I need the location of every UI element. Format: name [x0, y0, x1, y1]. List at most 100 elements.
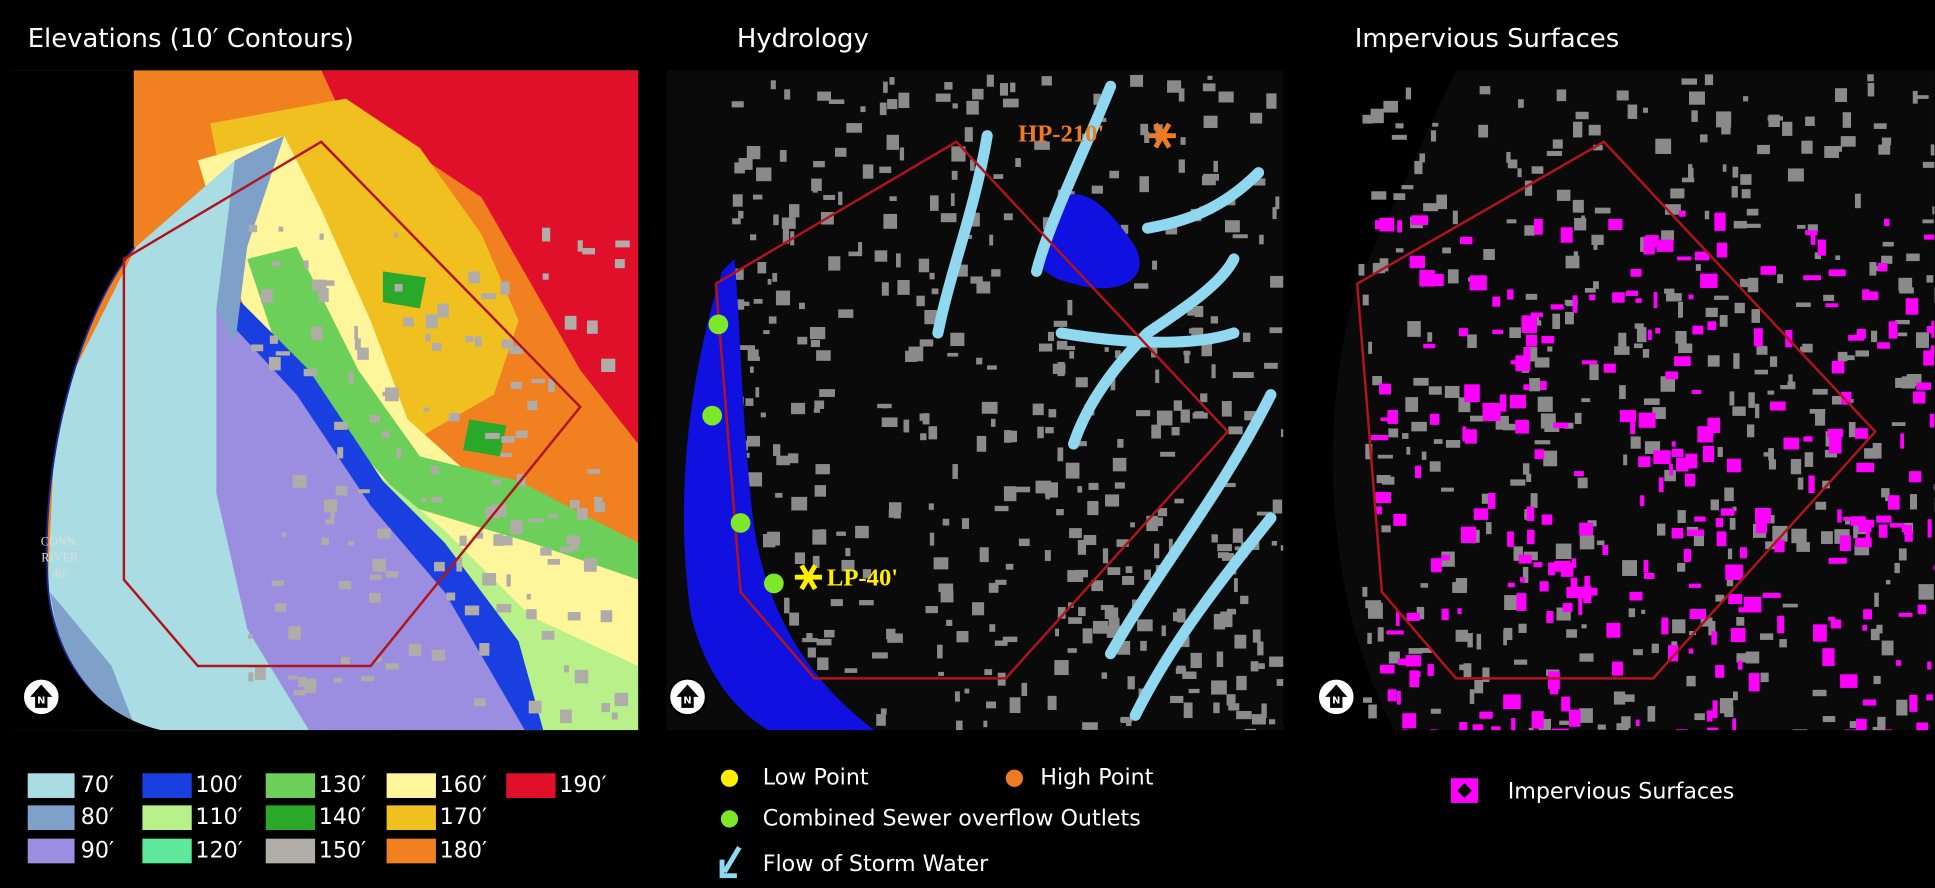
building	[1525, 293, 1538, 300]
building	[1738, 607, 1747, 613]
building	[1671, 527, 1684, 539]
building	[1244, 372, 1254, 378]
building	[994, 640, 1008, 646]
building	[1733, 220, 1747, 229]
building	[303, 368, 317, 377]
building	[611, 712, 618, 720]
building	[789, 204, 800, 218]
building	[1052, 363, 1066, 374]
building	[1423, 203, 1439, 212]
building	[1379, 217, 1395, 232]
building	[1184, 350, 1190, 364]
building	[1140, 123, 1149, 136]
building	[1176, 608, 1186, 623]
building	[1813, 624, 1827, 642]
legend-label: 150′	[319, 838, 366, 864]
sewer-outlet	[708, 314, 729, 335]
building	[1926, 694, 1934, 701]
building	[1912, 90, 1918, 104]
building	[1362, 294, 1369, 306]
building	[994, 505, 1009, 512]
building	[1733, 691, 1738, 701]
building	[817, 91, 831, 101]
building	[986, 365, 997, 370]
building	[1228, 426, 1243, 435]
building	[334, 421, 348, 430]
building	[823, 194, 836, 200]
building	[929, 532, 935, 546]
building	[1180, 137, 1186, 145]
building	[1564, 311, 1574, 325]
building	[1244, 411, 1257, 421]
building	[836, 531, 846, 536]
building	[1864, 291, 1879, 300]
building	[1514, 659, 1528, 665]
building	[1727, 548, 1733, 560]
building	[1541, 336, 1555, 344]
building	[1075, 377, 1088, 388]
building	[1797, 224, 1806, 229]
building	[794, 552, 806, 564]
legend-swatch	[142, 838, 192, 864]
building	[1130, 522, 1135, 528]
building	[1048, 409, 1057, 418]
building	[1916, 382, 1931, 390]
building	[1686, 675, 1696, 687]
building	[1506, 219, 1517, 224]
building	[496, 604, 512, 613]
building	[950, 193, 955, 207]
building	[1809, 409, 1826, 414]
building	[275, 603, 287, 612]
building	[1406, 446, 1411, 455]
building	[1828, 269, 1846, 277]
building	[983, 720, 988, 728]
building	[1763, 452, 1770, 457]
building	[1140, 640, 1147, 651]
building	[493, 534, 504, 546]
building	[506, 574, 511, 587]
building	[1762, 592, 1781, 598]
building	[1726, 575, 1734, 587]
building	[1379, 383, 1391, 395]
building	[908, 346, 924, 362]
building	[976, 357, 983, 365]
building	[1180, 409, 1190, 423]
building	[1647, 329, 1652, 341]
building	[1593, 281, 1599, 289]
building	[1842, 112, 1852, 128]
building	[947, 352, 959, 357]
building	[1069, 351, 1075, 359]
building	[1018, 538, 1030, 547]
building	[1722, 164, 1727, 172]
building	[1003, 213, 1013, 221]
building	[966, 100, 979, 115]
building	[1368, 704, 1377, 719]
building	[1511, 718, 1516, 731]
building	[1492, 329, 1504, 335]
building	[1188, 688, 1200, 694]
building	[1419, 153, 1426, 163]
building	[1575, 111, 1589, 120]
building	[1579, 653, 1594, 662]
north-arrow-shape	[676, 684, 699, 708]
building	[1769, 356, 1778, 367]
building	[1155, 369, 1160, 383]
building	[1897, 332, 1908, 337]
building	[1643, 559, 1649, 573]
building	[1651, 643, 1659, 654]
building	[1566, 587, 1585, 598]
building	[1525, 334, 1538, 347]
building	[1793, 464, 1801, 469]
building	[1217, 544, 1232, 552]
building	[281, 532, 287, 537]
building	[1867, 82, 1875, 97]
building	[1264, 362, 1278, 369]
building	[1428, 386, 1442, 395]
building	[1120, 224, 1129, 235]
building	[739, 345, 756, 351]
building	[464, 605, 480, 616]
building	[1747, 277, 1759, 293]
building	[1109, 170, 1120, 179]
building	[1831, 360, 1845, 374]
building	[1524, 180, 1533, 196]
